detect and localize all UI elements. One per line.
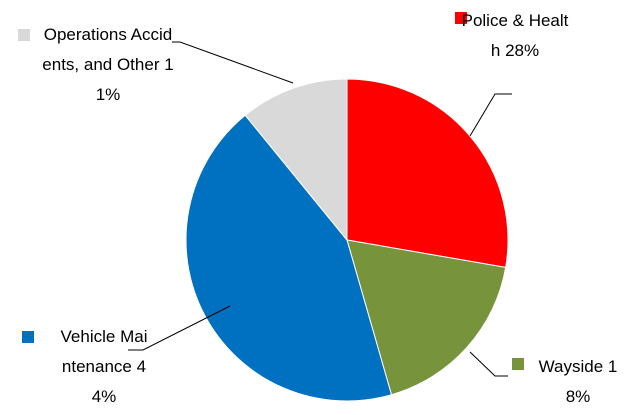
- leader-line: [469, 93, 512, 137]
- pie-slice: [346, 78, 509, 268]
- leader-line: [172, 41, 294, 84]
- category-label: Operations Accidents, and Other: [42, 25, 173, 74]
- value-label: 18%: [565, 357, 618, 406]
- value-label: 44%: [91, 357, 147, 406]
- category-label: Wayside: [538, 357, 604, 376]
- category-label: Vehicle Maintenance: [60, 327, 148, 376]
- category-label: Police & Health: [461, 11, 569, 60]
- data-label: Operations Accidents, and Other 11%: [40, 20, 176, 110]
- value-label: 28%: [505, 41, 540, 60]
- pie-slice: [185, 114, 393, 402]
- data-label: Police & Health 28%: [460, 6, 570, 66]
- pie-slice: [346, 239, 507, 396]
- legend-swatch: [455, 12, 467, 24]
- leader-line: [469, 351, 508, 377]
- legend-swatch: [18, 29, 30, 41]
- data-label: Wayside 18%: [528, 352, 628, 412]
- legend-swatch: [512, 358, 524, 370]
- value-label: 11%: [95, 55, 174, 104]
- data-label: Vehicle Maintenance 44%: [58, 322, 150, 412]
- legend-swatch: [22, 331, 34, 343]
- leader-line: [128, 305, 231, 351]
- pie-slice: [244, 78, 348, 242]
